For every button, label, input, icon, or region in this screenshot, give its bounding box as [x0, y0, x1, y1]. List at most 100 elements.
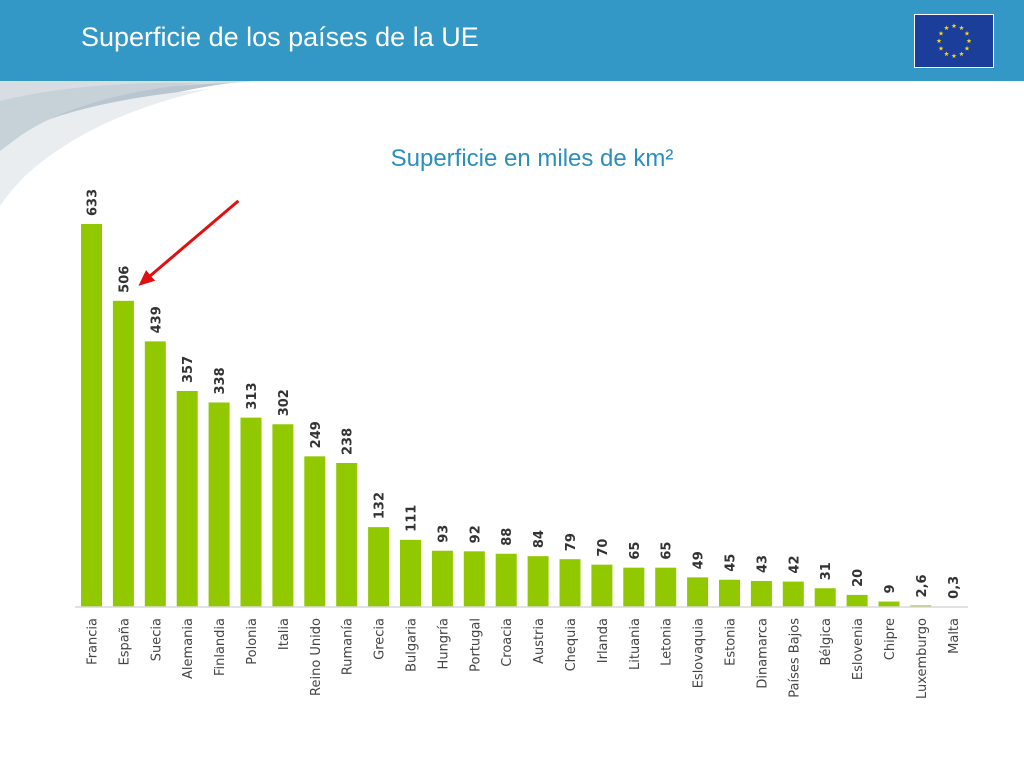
flag-star [959, 51, 964, 57]
bar [878, 601, 900, 607]
category-label: Eslovaquia [692, 618, 707, 688]
category-label: Dinamarca [755, 618, 770, 689]
bar [910, 605, 932, 607]
bar [814, 588, 836, 607]
data-label: 79 [564, 533, 579, 551]
page-title: Superficie de los países de la UE [81, 22, 479, 52]
bar [559, 559, 581, 607]
data-label: 31 [819, 562, 834, 580]
data-label: 70 [596, 539, 611, 557]
bar [336, 463, 358, 607]
category-label: Rumanía [341, 618, 356, 675]
flag-star [951, 53, 957, 59]
red-arrow-icon [138, 199, 240, 286]
bar [81, 224, 102, 607]
bar [782, 581, 804, 607]
category-label: Chipre [883, 618, 898, 660]
category-label: Italia [277, 618, 292, 650]
data-label: 49 [692, 551, 707, 569]
data-label: 45 [724, 554, 739, 572]
data-label: 338 [213, 367, 228, 394]
data-label: 111 [405, 505, 420, 532]
data-label: 65 [628, 542, 643, 560]
flag-star [959, 25, 964, 31]
data-label: 132 [373, 492, 388, 519]
category-label: Finlandia [213, 618, 228, 676]
decorative-swoosh [0, 81, 260, 206]
data-label: 506 [117, 266, 132, 293]
category-label: Lituania [628, 618, 643, 670]
data-label: 0,3 [947, 576, 962, 599]
data-label: 249 [309, 421, 324, 448]
category-label: Suecia [149, 618, 164, 661]
bar [431, 550, 453, 607]
data-label: 84 [532, 530, 547, 548]
category-label: Malta [947, 618, 962, 654]
category-label: Irlanda [596, 618, 611, 663]
category-label: Francia [86, 618, 101, 665]
flag-star [938, 30, 944, 36]
bar [176, 391, 198, 607]
flag-star [966, 38, 972, 44]
flag-star [964, 30, 970, 36]
data-label: 9 [883, 585, 898, 594]
data-label: 302 [277, 389, 292, 416]
bar [304, 456, 326, 607]
category-label: Bélgica [819, 618, 834, 666]
category-label: Portugal [468, 618, 483, 672]
data-label: 43 [755, 555, 770, 573]
category-label: Letonia [660, 618, 675, 666]
header-bar [0, 0, 1024, 81]
flag-star [944, 25, 949, 31]
bar [368, 527, 390, 607]
category-label: España [117, 618, 132, 665]
category-label: Croacia [500, 618, 515, 667]
flag-star [938, 45, 944, 51]
category-label: Austria [532, 618, 547, 664]
eu-flag-icon [914, 14, 994, 68]
data-label: 93 [436, 525, 451, 543]
category-label: Eslovenia [851, 618, 866, 680]
flag-star [936, 38, 942, 44]
bar [208, 402, 230, 607]
bar [623, 567, 645, 607]
category-label: Hungría [436, 618, 451, 669]
bar [463, 551, 485, 607]
bar [144, 341, 166, 607]
bar [719, 579, 740, 607]
category-label: Estonia [724, 618, 739, 666]
chart-title: Superficie en miles de km² [390, 145, 674, 172]
data-label: 357 [181, 356, 196, 383]
bar [655, 567, 677, 607]
category-label: Alemania [181, 618, 196, 679]
bar [400, 539, 421, 607]
category-label: Bulgaria [405, 618, 420, 672]
data-label: 88 [500, 528, 515, 546]
flag-star [964, 45, 970, 51]
flag-star [951, 23, 957, 29]
data-label: 2,6 [915, 574, 930, 597]
category-label: Polonia [245, 618, 260, 665]
category-label: Reino Unido [309, 618, 324, 696]
data-label: 633 [86, 189, 101, 216]
category-label: Países Bajos [787, 618, 802, 698]
bar [272, 424, 294, 607]
bar [687, 577, 709, 607]
category-label: Grecia [373, 618, 388, 660]
category-label: Chequia [564, 618, 579, 671]
data-label: 439 [149, 306, 164, 333]
bar [527, 556, 549, 607]
data-label: 42 [787, 555, 802, 573]
data-label: 238 [341, 428, 356, 455]
data-label: 20 [851, 569, 866, 587]
category-label: Luxemburgo [915, 618, 930, 699]
bar [495, 553, 517, 607]
data-label: 313 [245, 382, 260, 409]
bar [112, 300, 134, 607]
bar [750, 580, 772, 607]
data-label: 92 [468, 525, 483, 543]
data-label: 65 [660, 542, 675, 560]
bar [591, 564, 613, 607]
